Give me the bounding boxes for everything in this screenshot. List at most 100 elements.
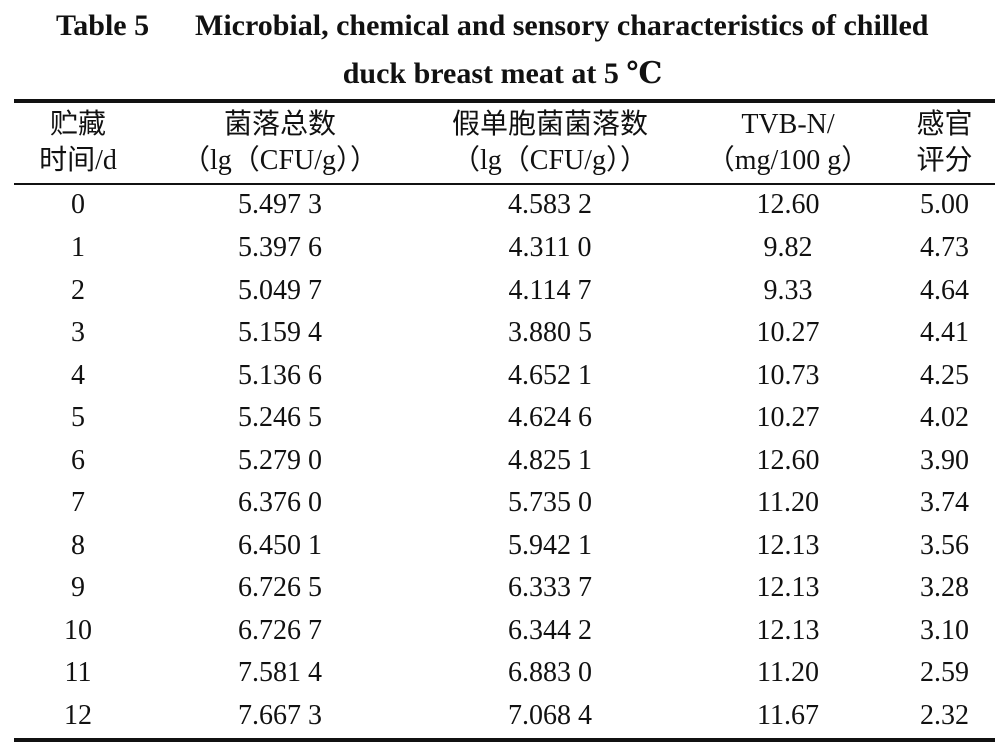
cell-total-colony-count: 5.159 4 <box>238 317 322 349</box>
table-body: 0 5.497 3 4.583 2 12.60 5.00 1 5.397 6 4… <box>14 183 995 737</box>
cell-storage-day: 9 <box>71 572 85 604</box>
header-tvb-n-line-2: （mg/100 g） <box>706 145 870 176</box>
cell-sensory-score: 3.74 <box>920 487 969 519</box>
header-storage-time-line-2: 时间/d <box>39 145 117 176</box>
cell-storage-day: 2 <box>71 274 85 306</box>
cell-pseudomonas-count: 4.311 0 <box>508 232 592 264</box>
header-tvb-n-line-1: TVB-N/ <box>741 109 835 140</box>
table-row: 11 7.581 4 6.883 0 11.20 2.59 <box>14 652 995 695</box>
header-total-colony-count: 菌落总数 （lg（CFU/g）） <box>142 103 418 183</box>
cell-tvb-n: 11.20 <box>757 657 819 689</box>
cell-sensory-score: 4.73 <box>920 232 969 264</box>
table-row: 12 7.667 3 7.068 4 11.67 2.32 <box>14 695 995 738</box>
header-storage-time-line-1: 贮藏 <box>49 109 106 140</box>
cell-storage-day: 12 <box>64 699 92 731</box>
table-row: 5 5.246 5 4.624 6 10.27 4.02 <box>14 397 995 440</box>
cell-total-colony-count: 7.581 4 <box>238 657 322 689</box>
header-tvb-n: TVB-N/ （mg/100 g） <box>682 103 894 183</box>
data-table: 贮藏 时间/d 菌落总数 （lg（CFU/g）） 假单胞菌菌落数 （lg（CFU… <box>14 103 995 737</box>
bottom-rule <box>14 738 995 742</box>
cell-storage-day: 8 <box>71 529 85 561</box>
table-row: 1 5.397 6 4.311 0 9.82 4.73 <box>14 227 995 270</box>
cell-sensory-score: 3.10 <box>920 614 969 646</box>
header-storage-time: 贮藏 时间/d <box>14 103 142 183</box>
table-label: Table 5 <box>56 9 150 42</box>
cell-sensory-score: 3.56 <box>920 529 969 561</box>
caption-line-1: Table 5 Microbial, chemical and sensory … <box>0 2 1001 50</box>
cell-tvb-n: 10.27 <box>756 402 820 434</box>
cell-tvb-n: 12.60 <box>756 189 820 220</box>
header-pseudomonas-count: 假单胞菌菌落数 （lg（CFU/g）） <box>418 103 682 183</box>
header-rule <box>14 183 995 185</box>
cell-pseudomonas-count: 4.652 1 <box>508 359 592 391</box>
cell-pseudomonas-count: 4.624 6 <box>508 402 592 434</box>
cell-total-colony-count: 6.450 1 <box>238 529 322 561</box>
table-row: 2 5.049 7 4.114 7 9.33 4.64 <box>14 270 995 313</box>
cell-tvb-n: 12.13 <box>756 572 820 604</box>
cell-total-colony-count: 5.279 0 <box>238 444 322 476</box>
top-rule <box>14 99 995 103</box>
cell-storage-day: 10 <box>64 614 92 646</box>
table-title-line-2: duck breast meat at 5 ℃ <box>342 57 663 90</box>
cell-sensory-score: 4.64 <box>920 274 969 306</box>
table-row: 10 6.726 7 6.344 2 12.13 3.10 <box>14 610 995 653</box>
cell-tvb-n: 10.73 <box>756 359 820 391</box>
cell-storage-day: 3 <box>71 317 85 349</box>
cell-sensory-score: 4.41 <box>920 317 969 349</box>
cell-pseudomonas-count: 6.333 7 <box>508 572 592 604</box>
cell-sensory-score: 5.00 <box>920 189 969 220</box>
cell-pseudomonas-count: 3.880 5 <box>508 317 592 349</box>
header-sensory-score: 感官 评分 <box>894 103 995 183</box>
cell-pseudomonas-count: 4.114 7 <box>508 274 592 306</box>
table-row: 4 5.136 6 4.652 1 10.73 4.25 <box>14 355 995 398</box>
header-sensory-score-line-2: 评分 <box>916 145 973 176</box>
table-caption: Table 5 Microbial, chemical and sensory … <box>0 2 1001 98</box>
header-pseudomonas-count-line-1: 假单胞菌菌落数 <box>451 109 648 140</box>
cell-total-colony-count: 5.397 6 <box>238 232 322 264</box>
table-row: 7 6.376 0 5.735 0 11.20 3.74 <box>14 482 995 525</box>
table-row: 3 5.159 4 3.880 5 10.27 4.41 <box>14 312 995 355</box>
header-row: 贮藏 时间/d 菌落总数 （lg（CFU/g）） 假单胞菌菌落数 （lg（CFU… <box>14 103 995 183</box>
cell-tvb-n: 10.27 <box>756 317 820 349</box>
cell-sensory-score: 2.59 <box>920 657 969 689</box>
cell-sensory-score: 3.28 <box>920 572 969 604</box>
cell-tvb-n: 12.60 <box>756 444 820 476</box>
table-row: 9 6.726 5 6.333 7 12.13 3.28 <box>14 567 995 610</box>
cell-tvb-n: 12.13 <box>756 614 820 646</box>
cell-tvb-n: 9.82 <box>763 232 813 264</box>
table-title-line-1: Microbial, chemical and sensory characte… <box>195 9 929 42</box>
cell-storage-day: 1 <box>71 232 85 264</box>
cell-pseudomonas-count: 6.883 0 <box>508 657 592 689</box>
cell-pseudomonas-count: 4.825 1 <box>508 444 592 476</box>
cell-total-colony-count: 6.376 0 <box>238 487 322 519</box>
header-pseudomonas-count-line-2: （lg（CFU/g）） <box>451 145 649 176</box>
cell-total-colony-count: 6.726 7 <box>238 614 322 646</box>
table-row: 6 5.279 0 4.825 1 12.60 3.90 <box>14 440 995 483</box>
cell-tvb-n: 12.13 <box>756 529 820 561</box>
cell-total-colony-count: 7.667 3 <box>238 699 322 731</box>
cell-pseudomonas-count: 4.583 2 <box>508 189 592 220</box>
cell-tvb-n: 11.67 <box>757 699 819 731</box>
cell-total-colony-count: 6.726 5 <box>238 572 322 604</box>
cell-pseudomonas-count: 6.344 2 <box>508 614 592 646</box>
header-sensory-score-line-1: 感官 <box>916 109 973 140</box>
cell-pseudomonas-count: 5.942 1 <box>508 529 592 561</box>
cell-storage-day: 11 <box>64 657 92 689</box>
cell-storage-day: 6 <box>71 444 85 476</box>
cell-total-colony-count: 5.246 5 <box>238 402 322 434</box>
cell-storage-day: 0 <box>71 189 85 220</box>
cell-total-colony-count: 5.136 6 <box>238 359 322 391</box>
cell-storage-day: 7 <box>71 487 85 519</box>
header-total-colony-count-line-1: 菌落总数 <box>223 109 336 140</box>
header-total-colony-count-line-2: （lg（CFU/g）） <box>181 145 379 176</box>
table-row: 8 6.450 1 5.942 1 12.13 3.56 <box>14 525 995 568</box>
cell-pseudomonas-count: 5.735 0 <box>508 487 592 519</box>
cell-sensory-score: 4.02 <box>920 402 969 434</box>
cell-storage-day: 4 <box>71 359 85 391</box>
table-row: 0 5.497 3 4.583 2 12.60 5.00 <box>14 183 995 227</box>
cell-tvb-n: 9.33 <box>763 274 813 306</box>
cell-sensory-score: 2.32 <box>920 699 969 731</box>
cell-sensory-score: 3.90 <box>920 444 969 476</box>
cell-pseudomonas-count: 7.068 4 <box>508 699 592 731</box>
caption-line-2: duck breast meat at 5 ℃ <box>0 50 1001 98</box>
